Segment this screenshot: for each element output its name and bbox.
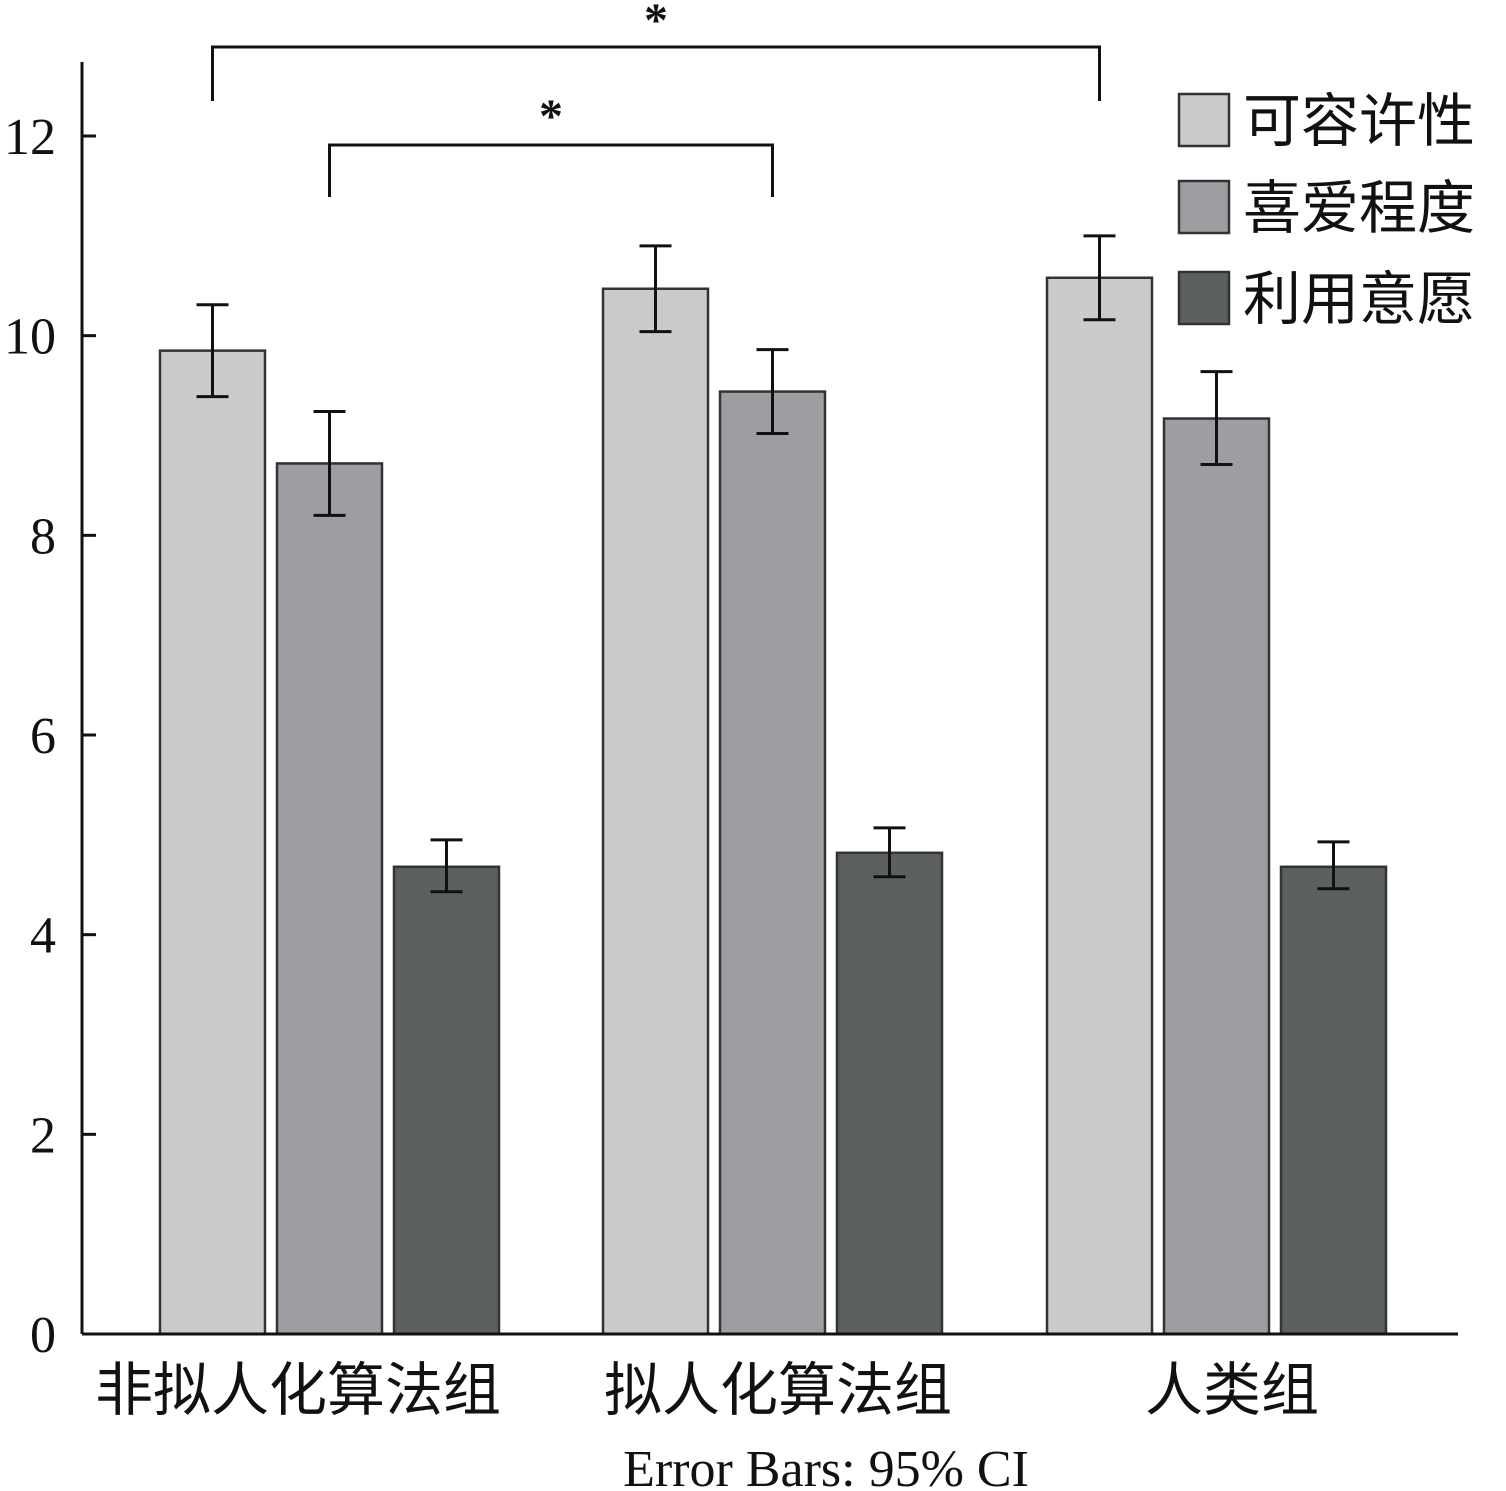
y-tick-label: 4 — [30, 908, 56, 965]
legend-swatch — [1177, 270, 1231, 326]
y-tick-label: 0 — [30, 1307, 56, 1364]
bar — [718, 390, 827, 1336]
significance-star: * — [644, 0, 668, 47]
x-category-label: 非拟人化算法组 — [95, 1356, 501, 1424]
axes-layer: 0 2 4 6 8 10 12 非拟人化算法组 拟人化算法组 人类组 — [4, 62, 1458, 1424]
bar — [1279, 865, 1388, 1336]
legend-label: 可容许性 — [1243, 87, 1475, 155]
bar — [1045, 276, 1154, 1336]
y-tick-label: 12 — [4, 109, 56, 166]
error-bars-note: Error Bars: 95% CI — [623, 1441, 1029, 1491]
x-category-label: 拟人化算法组 — [604, 1356, 952, 1424]
y-tick-label: 8 — [30, 508, 56, 565]
bars-layer — [158, 276, 1388, 1336]
legend-swatch — [1177, 92, 1231, 148]
bar — [158, 349, 267, 1336]
significance-star: * — [539, 90, 563, 143]
y-tick-label: 6 — [30, 708, 56, 765]
significance-layer: ** — [211, 0, 1101, 197]
significance-bracket — [211, 45, 1101, 101]
bar — [601, 287, 710, 1336]
bar — [835, 851, 944, 1336]
legend-label: 利用意愿 — [1243, 265, 1475, 333]
y-tick-label: 2 — [30, 1107, 56, 1164]
x-category-label: 人类组 — [1145, 1356, 1319, 1424]
bar — [1162, 417, 1271, 1336]
legend-label: 喜爱程度 — [1243, 174, 1475, 242]
significance-bracket — [328, 143, 774, 197]
error-bars-layer — [196, 234, 1350, 894]
legend-swatch — [1177, 179, 1231, 235]
bar — [275, 462, 384, 1336]
y-tick-label: 10 — [4, 309, 56, 366]
bar — [392, 865, 501, 1336]
